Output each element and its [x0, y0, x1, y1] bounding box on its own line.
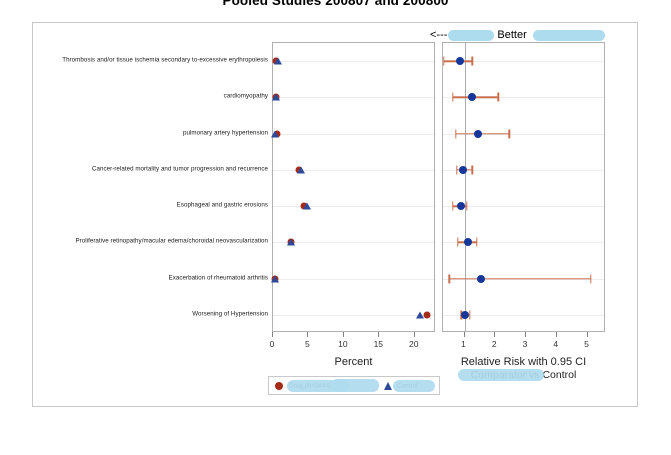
confidence-interval-cap	[471, 165, 473, 175]
direction-annotation: <--- Better	[430, 27, 610, 43]
percent-marker-triangle	[272, 93, 281, 101]
confidence-interval-cap	[589, 274, 592, 284]
gridline	[443, 61, 604, 63]
percent-marker-triangle	[273, 57, 282, 65]
axis-tick	[463, 332, 465, 337]
gridline	[273, 242, 434, 244]
category-label: cardiomyopathy	[223, 92, 268, 100]
relative-risk-point	[468, 93, 477, 102]
confidence-interval-cap	[452, 92, 454, 102]
gridline	[443, 133, 604, 135]
category-label: Esophageal and gastric erosions	[176, 201, 268, 209]
confidence-interval-cap	[448, 274, 450, 284]
legend-marker-circle-icon	[275, 381, 283, 390]
confidence-interval-cap	[466, 201, 468, 211]
relative-risk-axis-title: Relative Risk with 0.95 CI	[460, 356, 587, 368]
confidence-interval-cap	[471, 56, 473, 66]
confidence-interval-cap	[457, 237, 459, 247]
relative-risk-axis-subtitle: Comparator vs Control	[418, 369, 629, 381]
axis-tick-label: 5	[584, 339, 589, 349]
axis-tick-label: 5	[305, 339, 310, 349]
axis-tick-label: 20	[409, 339, 419, 349]
percent-marker-triangle	[296, 166, 305, 174]
gridline	[273, 61, 434, 63]
relative-risk-plot-panel	[442, 42, 605, 332]
category-label: Cancer-related mortality and tumor progr…	[91, 165, 268, 173]
axis-tick	[525, 332, 527, 337]
axis-tick-label: 3	[522, 339, 528, 349]
axis-tick	[586, 332, 588, 337]
category-label: Worsening of Hypertension	[192, 310, 268, 318]
axis-tick	[342, 332, 344, 337]
axis-subtitle-redaction	[458, 369, 544, 381]
gridline	[273, 278, 434, 280]
category-label: Proliferative retinopathy/macular edema/…	[75, 237, 268, 245]
relative-risk-point	[455, 57, 464, 66]
gridline	[443, 242, 604, 244]
relative-risk-point	[461, 310, 470, 319]
axis-tick	[555, 332, 557, 337]
axis-tick-label: 10	[338, 339, 348, 349]
axis-tick-label: 2	[491, 339, 497, 349]
gridline	[273, 206, 434, 208]
percent-marker-triangle	[271, 130, 280, 138]
axis-tick-label: 15	[373, 339, 384, 349]
percent-plot-panel	[271, 42, 435, 332]
gridline	[443, 314, 604, 316]
page-title: Pooled Studies 200807 and 200800	[222, 0, 449, 8]
axis-tick	[307, 332, 309, 337]
confidence-interval-line	[455, 132, 510, 135]
confidence-interval-line	[449, 277, 591, 280]
confidence-interval-cap	[443, 56, 445, 66]
gridline	[443, 169, 604, 171]
gridline	[273, 314, 434, 316]
legend-redaction-3	[393, 380, 435, 392]
relative-risk-point	[458, 165, 467, 174]
percent-marker-triangle	[303, 202, 312, 210]
percent-marker-triangle	[416, 311, 425, 319]
legend-redaction-2	[331, 379, 379, 392]
confidence-interval-cap	[469, 310, 471, 320]
confidence-interval-cap	[456, 165, 458, 175]
relative-risk-point	[456, 202, 465, 211]
relative-risk-point	[474, 129, 483, 138]
confidence-interval-cap	[508, 129, 510, 139]
annotation-arrow-left: <---	[430, 29, 448, 41]
axis-tick	[378, 332, 380, 337]
confidence-interval-cap	[452, 201, 454, 211]
category-label: pulmonary artery hypertension	[182, 129, 268, 137]
confidence-interval-cap	[497, 92, 500, 102]
axis-tick-label: 4	[553, 339, 559, 349]
axis-tick-label: 0	[269, 339, 275, 349]
gridline	[273, 169, 434, 171]
category-label-column: Thrombosis and/or tissue ischemia second…	[36, 42, 268, 332]
gridline	[273, 133, 434, 135]
percent-marker-triangle	[286, 238, 295, 246]
percent-marker-circle	[423, 311, 431, 319]
gridline	[443, 206, 604, 208]
axis-tick	[494, 332, 496, 337]
axis-tick	[413, 332, 415, 337]
category-label: Exacerbation of rheumatoid arthritis	[168, 274, 268, 282]
axis-tick	[272, 332, 273, 337]
annotation-redaction-right	[532, 29, 605, 41]
percent-axis-title: Percent	[334, 356, 373, 368]
gridline	[273, 97, 434, 99]
axis-tick-label: 1	[461, 339, 466, 349]
confidence-interval-cap	[476, 237, 478, 247]
relative-risk-point	[463, 238, 472, 247]
category-label: Thrombosis and/or tissue ischemia second…	[62, 56, 268, 64]
legend: Drug (N=3444) Control	[268, 376, 440, 395]
annotation-redaction-left	[448, 29, 495, 41]
percent-marker-triangle	[271, 275, 280, 283]
gridline	[443, 97, 604, 99]
confidence-interval-cap	[455, 129, 457, 139]
legend-marker-triangle-icon	[384, 381, 392, 390]
relative-risk-point	[477, 274, 486, 283]
reference-line	[464, 43, 466, 331]
annotation-center-label: Better	[497, 29, 527, 41]
